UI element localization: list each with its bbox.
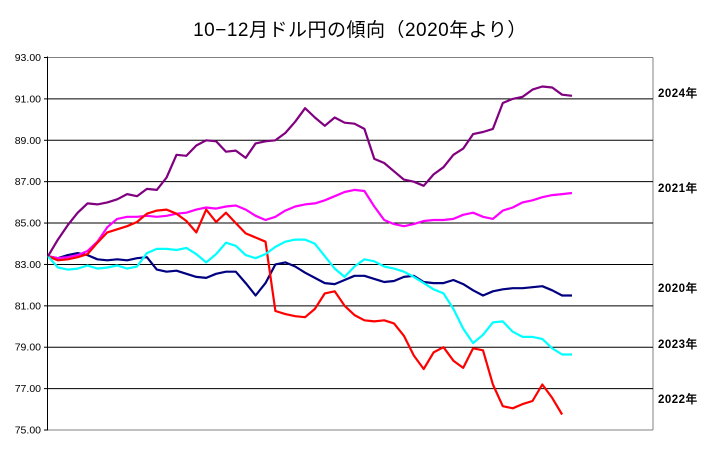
gridlines — [48, 98, 653, 390]
y-tick-label: 81.00 — [15, 300, 41, 312]
y-tick-label: 77.00 — [15, 383, 41, 395]
chart-title: 10−12月ドル円の傾向（2020年より） — [193, 19, 527, 41]
year-label: 2024年 — [658, 86, 698, 100]
year-label: 2023年 — [658, 337, 698, 351]
series-line-2021年 — [47, 188, 573, 260]
y-tick-label: 79.00 — [15, 342, 41, 354]
series-line-2020年 — [47, 252, 572, 297]
year-label: 2021年 — [658, 181, 698, 195]
series-year-labels: 2024年 2021年 2020年 2023年 2022年 — [658, 86, 698, 406]
plot-border — [48, 57, 654, 431]
series-line-2024年 — [47, 85, 573, 257]
y-tick-label: 85.00 — [15, 218, 41, 230]
y-tick-label: 75.00 — [15, 425, 41, 437]
year-label: 2020年 — [658, 281, 698, 295]
y-tick-label: 89.00 — [15, 135, 41, 147]
y-tick-label: 93.00 — [15, 52, 41, 64]
y-tick-label: 87.00 — [15, 176, 41, 188]
y-tick-label: 91.00 — [15, 93, 41, 105]
year-label: 2022年 — [658, 392, 698, 406]
series-line-2022年 — [47, 208, 564, 416]
y-axis — [44, 56, 48, 431]
series-lines — [47, 85, 573, 416]
series-line-2023年 — [47, 238, 572, 356]
y-tick-label: 83.00 — [15, 259, 41, 271]
y-axis-labels: 93.00 91.00 89.00 87.00 85.00 83.00 81.00 79.00… — [15, 52, 41, 437]
